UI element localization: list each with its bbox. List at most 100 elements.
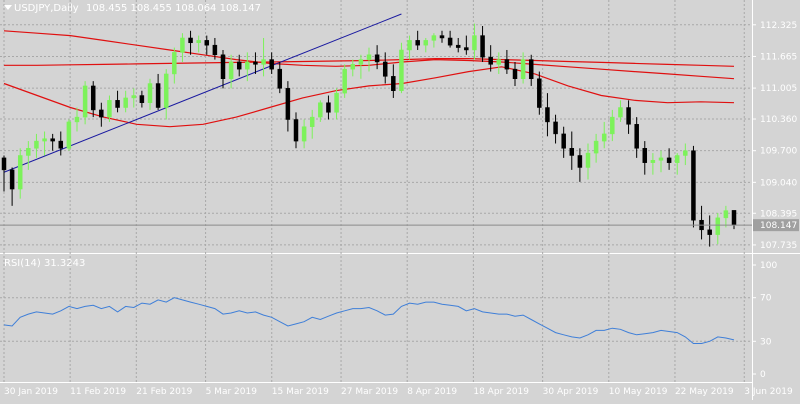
candle-body xyxy=(350,64,356,70)
trendline xyxy=(3,13,402,173)
candle-body xyxy=(228,61,234,79)
candle-body xyxy=(650,160,656,163)
candle-body xyxy=(464,47,469,51)
candle-body xyxy=(601,133,607,142)
candle-body xyxy=(528,59,534,79)
candle-body xyxy=(245,61,250,70)
candle-body xyxy=(683,150,688,156)
candle-body xyxy=(155,83,161,108)
candle-body xyxy=(50,138,55,142)
candle-body xyxy=(261,59,266,65)
candle-body xyxy=(74,116,80,123)
candle-body xyxy=(90,85,96,111)
rsi-y-tick-label: 0 xyxy=(760,370,766,380)
candle-body xyxy=(455,44,461,48)
candle-body xyxy=(34,140,39,149)
rsi-y-tick-label: 100 xyxy=(760,261,777,271)
candle-body xyxy=(180,37,185,53)
y-tick-label: 109.700 xyxy=(760,147,797,157)
candle-body xyxy=(66,121,72,149)
moving-average-line xyxy=(3,66,735,128)
y-tick-label: 109.040 xyxy=(760,178,797,188)
candle-body xyxy=(26,148,31,156)
candle-body xyxy=(642,148,648,163)
candle-body xyxy=(204,40,210,46)
candle-body xyxy=(334,92,339,113)
candle-body xyxy=(626,107,631,125)
candle-body xyxy=(220,54,226,79)
y-tick-label: 108.395 xyxy=(760,209,797,219)
candle-body xyxy=(658,157,664,161)
x-tick-label: 11 Feb 2019 xyxy=(70,387,126,397)
candle-body xyxy=(439,35,445,39)
candle-body xyxy=(309,116,315,127)
candle-body xyxy=(447,37,453,46)
candle-body xyxy=(172,52,177,75)
candle-body xyxy=(618,107,623,118)
candle-body xyxy=(577,155,583,168)
candle-body xyxy=(480,35,485,58)
candle-body xyxy=(731,210,737,226)
candle-body xyxy=(496,59,502,65)
candle-body xyxy=(131,95,137,99)
candle-body xyxy=(342,68,347,94)
candle-body xyxy=(293,119,299,142)
x-tick-label: 22 May 2019 xyxy=(675,387,734,397)
y-tick-label: 111.005 xyxy=(760,84,797,94)
rsi-y-tick-label: 30 xyxy=(760,337,772,347)
y-tick-label: 110.360 xyxy=(760,115,797,125)
candle-body xyxy=(196,40,201,44)
candle-body xyxy=(415,40,420,46)
candle-body xyxy=(488,56,493,65)
candle-body xyxy=(1,157,7,171)
candle-body xyxy=(42,138,47,142)
candle-body xyxy=(188,37,193,44)
candle-body xyxy=(634,124,639,149)
candle-body xyxy=(285,88,291,120)
candle-body xyxy=(723,210,729,219)
candle-body xyxy=(407,40,412,51)
candle-body xyxy=(399,49,404,91)
x-tick-label: 10 May 2019 xyxy=(609,387,668,397)
candle-body xyxy=(593,140,599,154)
x-tick-label: 30 Apr 2019 xyxy=(543,387,599,397)
x-tick-label: 15 Mar 2019 xyxy=(272,387,329,397)
current-price-tag xyxy=(753,219,799,232)
candle-body xyxy=(520,59,526,79)
x-tick-label: 3 Jun 2019 xyxy=(744,387,793,397)
candle-body xyxy=(358,59,364,65)
candle-body xyxy=(277,68,283,89)
candle-body xyxy=(123,97,128,108)
candle-body xyxy=(674,155,680,163)
candle-body xyxy=(115,100,120,108)
candle-body xyxy=(253,61,258,65)
candle-body xyxy=(553,121,558,135)
candle-body xyxy=(9,169,15,190)
candle-body xyxy=(585,152,591,168)
candle-body xyxy=(715,217,721,235)
ohlc-readout: 108.455 108.455 108.064 108.147 xyxy=(86,3,261,14)
symbol-dropdown-icon[interactable] xyxy=(4,5,12,10)
candle-body xyxy=(431,35,437,41)
candle-body xyxy=(318,102,323,118)
candle-body xyxy=(504,59,510,70)
y-tick-label: 107.735 xyxy=(760,241,797,251)
x-tick-label: 18 Apr 2019 xyxy=(473,387,529,397)
candle-body xyxy=(707,229,712,235)
candle-body xyxy=(163,73,169,108)
x-tick-label: 8 Apr 2019 xyxy=(407,387,457,397)
candle-body xyxy=(666,157,672,163)
candle-body xyxy=(269,59,274,70)
candle-body xyxy=(82,85,88,118)
candle-body xyxy=(569,148,575,156)
candle-body xyxy=(537,78,542,108)
candle-body xyxy=(147,83,153,103)
rsi-y-tick-label: 70 xyxy=(760,294,772,304)
candle-body xyxy=(212,44,218,56)
candle-body xyxy=(139,95,145,103)
y-tick-label: 112.325 xyxy=(760,21,797,31)
candle-body xyxy=(512,68,518,79)
x-tick-label: 30 Jan 2019 xyxy=(4,387,58,397)
